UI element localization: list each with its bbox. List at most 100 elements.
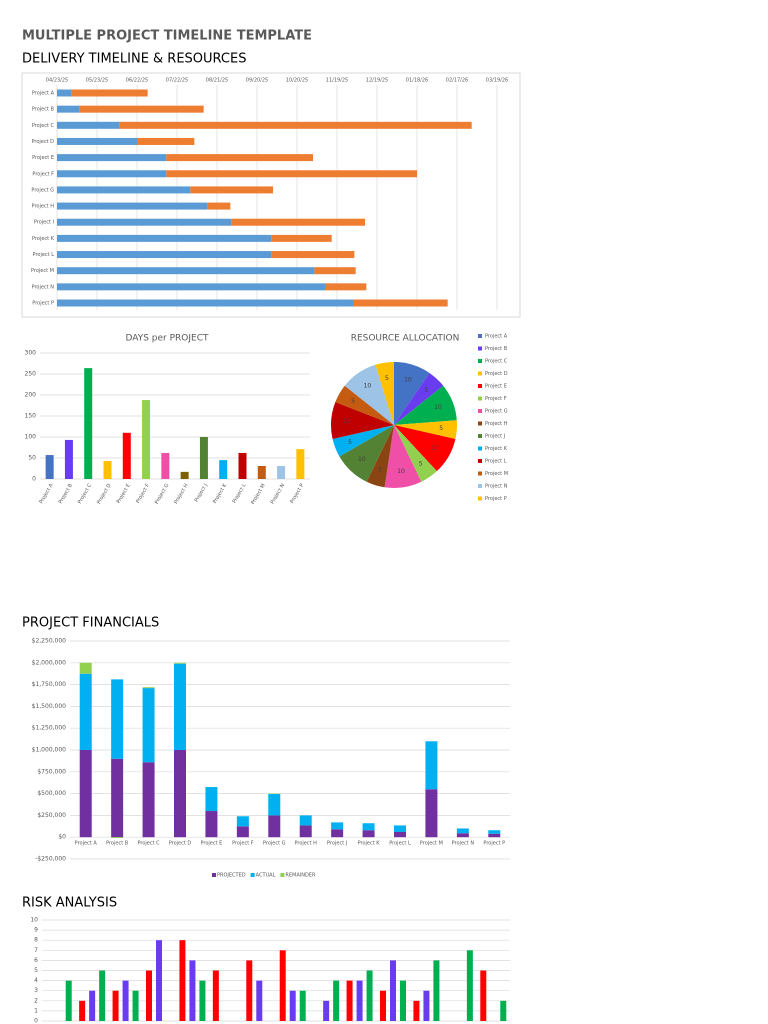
bar-segment (425, 789, 438, 838)
data-label: 5 (419, 461, 423, 468)
y-tick-label: $250,000 (37, 812, 66, 819)
y-tick-label: Project F (32, 171, 54, 177)
y-tick-label: Project A (32, 91, 55, 97)
x-tick-label: Project A (75, 841, 98, 847)
bar (199, 437, 208, 479)
data-label: 10 (434, 404, 442, 411)
legend-swatch (478, 484, 482, 488)
y-tick-label: 4 (34, 977, 38, 984)
legend-label: Project C (485, 359, 508, 365)
bar-segment (205, 811, 218, 838)
pie-slice (375, 362, 394, 425)
bar (299, 990, 306, 1021)
start-bar (57, 170, 167, 178)
legend-swatch (478, 371, 482, 376)
bar (180, 471, 189, 479)
bar-segment (362, 830, 375, 838)
x-tick-label: 10/20/25 (286, 78, 308, 84)
legend-swatch (212, 873, 216, 877)
x-tick-label: Project J (327, 841, 347, 847)
pie-slice (384, 425, 422, 489)
x-tick-label: Project C (137, 841, 160, 847)
duration-bar (79, 105, 204, 113)
x-tick-label: 04/23/25 (46, 78, 68, 84)
pie-slice (331, 401, 394, 440)
legend-swatch (478, 409, 482, 413)
x-tick-label: Project G (263, 841, 286, 847)
bar (89, 990, 96, 1021)
legend-swatch (478, 384, 482, 388)
bar-segment (79, 673, 92, 750)
bar (333, 980, 340, 1021)
y-tick-label: 100 (25, 434, 37, 441)
bar-segment (205, 787, 218, 812)
bar-segment (111, 679, 124, 759)
legend-swatch (478, 396, 482, 401)
bar (132, 990, 139, 1021)
legend-label: ACTUAL (256, 873, 276, 879)
duration-bar (271, 234, 332, 242)
pie-slice (394, 425, 456, 472)
bar (212, 970, 219, 1021)
x-tick-label: 08/21/25 (206, 78, 228, 84)
y-tick-label: $1,250,000 (32, 725, 67, 732)
x-tick-label: 07/22/25 (166, 78, 188, 84)
y-tick-label: $2,000,000 (32, 659, 67, 666)
data-label: 10 (358, 456, 366, 463)
start-bar (57, 234, 272, 242)
bar (380, 990, 386, 1021)
legend-label: Project D (485, 371, 508, 377)
pie-slice (394, 372, 444, 425)
pie-slice (366, 425, 394, 488)
bar-segment (362, 823, 375, 831)
x-tick-label: Project F (232, 841, 254, 847)
data-label: 5 (378, 467, 382, 474)
bar-segment (111, 758, 124, 838)
bar (323, 1000, 330, 1021)
x-tick-label: Project L (232, 483, 248, 505)
x-tick-label: Project M (420, 841, 443, 847)
bar-segment (268, 794, 281, 816)
bar (156, 940, 162, 1021)
legend-swatch (478, 471, 482, 476)
y-tick-label: Project G (31, 187, 54, 193)
y-tick-label: Project E (32, 155, 54, 161)
y-tick-label: Project I (34, 220, 54, 226)
pie-slice (335, 385, 394, 425)
chart-frame (21, 72, 521, 318)
bar (79, 1000, 86, 1021)
bar (99, 970, 106, 1021)
y-tick-label: 1 (34, 1007, 38, 1014)
bar (256, 980, 263, 1021)
x-tick-label: Project B (106, 841, 129, 847)
data-label: 5 (348, 439, 352, 446)
x-tick-label: 01/18/26 (406, 78, 428, 84)
start-bar (57, 186, 191, 194)
y-tick-label: $750,000 (37, 768, 66, 775)
x-tick-label: Project P (289, 483, 305, 505)
bar (219, 460, 228, 479)
bar-segment (299, 825, 312, 838)
x-tick-label: Project K (212, 482, 229, 505)
bar-segment (142, 687, 155, 689)
y-tick-label: 6 (34, 957, 38, 964)
bar (189, 960, 196, 1021)
x-tick-label: 11/19/25 (326, 78, 348, 84)
legend-label: Project J (485, 434, 505, 440)
bar-segment (236, 826, 249, 838)
data-label: 5 (424, 387, 428, 394)
bar-segment (268, 815, 281, 838)
y-tick-label: Project P (32, 301, 54, 307)
page-title: MULTIPLE PROJECT TIMELINE TEMPLATE (22, 29, 312, 44)
duration-bar (325, 283, 367, 291)
y-tick-label: $0 (58, 834, 66, 841)
bar (366, 970, 373, 1021)
legend-swatch (478, 359, 482, 363)
y-tick-label: Project N (32, 284, 55, 290)
y-tick-label: 0 (32, 476, 36, 483)
bar (179, 940, 186, 1021)
bar (413, 1000, 420, 1021)
duration-bar (166, 154, 313, 162)
x-tick-label: Project A (38, 482, 55, 505)
y-tick-label: Project L (33, 252, 55, 258)
